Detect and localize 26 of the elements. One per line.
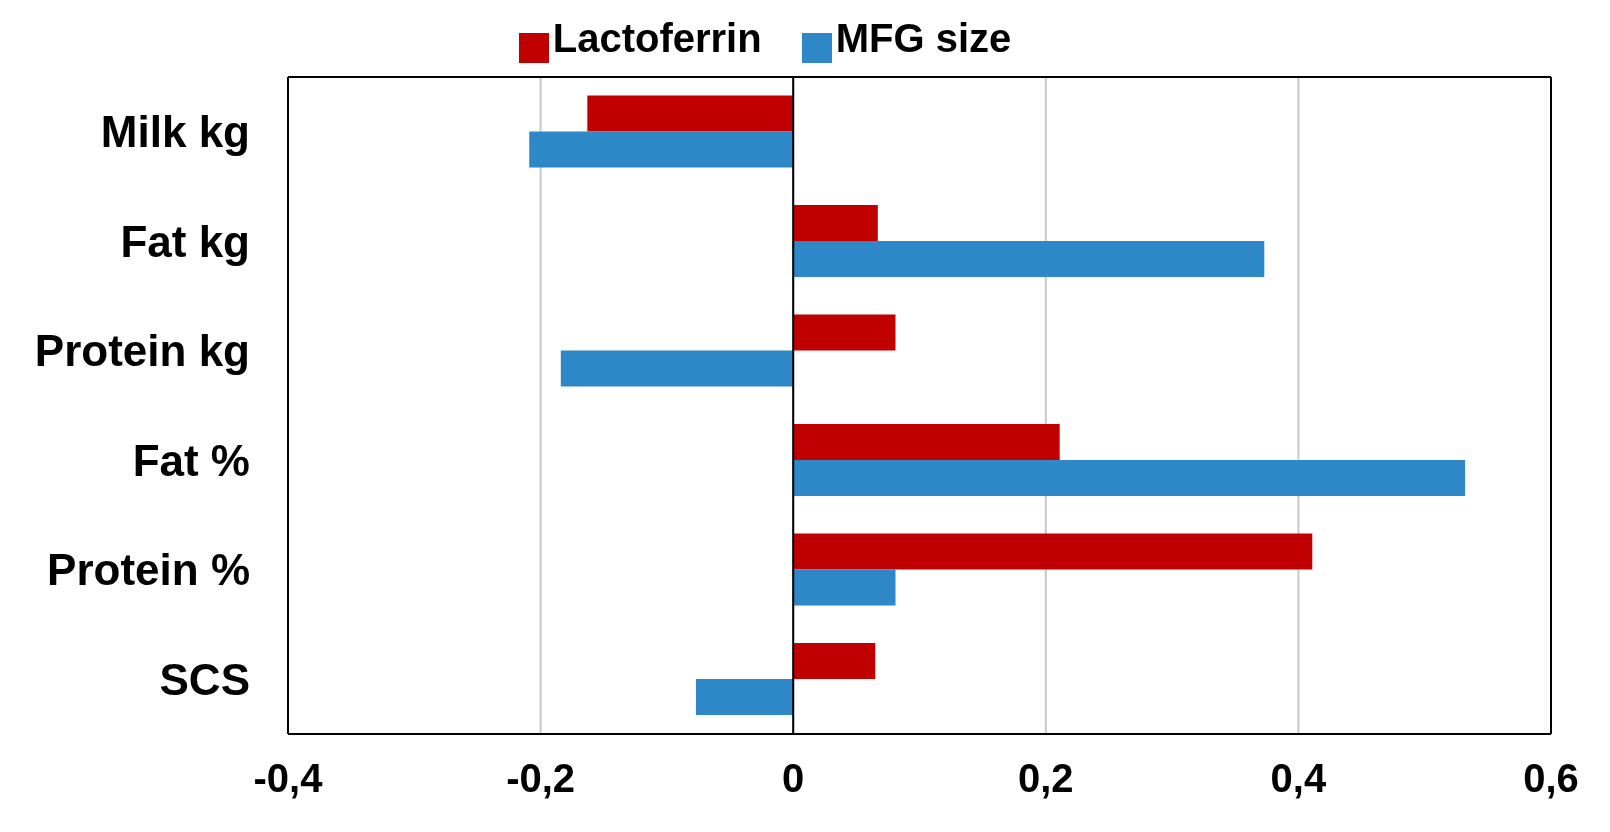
x-tick-label: -0,4 <box>253 756 324 801</box>
y-tick-label: SCS <box>159 654 250 704</box>
bar <box>793 460 1466 497</box>
x-tick-label: 0,4 <box>1270 756 1327 801</box>
bar <box>695 679 794 716</box>
y-tick-label: Fat kg <box>120 216 250 266</box>
bar <box>560 350 794 387</box>
x-tick-label: 0,2 <box>1018 756 1074 801</box>
x-tick-label: 0,6 <box>1523 756 1579 801</box>
bar <box>587 95 794 132</box>
bar <box>529 131 794 168</box>
bar <box>793 241 1265 278</box>
bar <box>793 424 1060 461</box>
y-tick-label: Protein kg <box>34 326 250 376</box>
bar <box>793 569 896 606</box>
bar <box>793 533 1313 570</box>
legend-label: MFG size <box>835 16 1012 60</box>
bar <box>793 205 878 242</box>
y-tick-label: Protein % <box>47 545 250 595</box>
x-tick-label: -0,2 <box>506 756 576 801</box>
legend-label: Lactoferrin <box>552 16 762 60</box>
y-tick-label: Fat % <box>132 435 250 485</box>
bar <box>793 314 896 351</box>
x-tick-label: 0 <box>782 756 805 801</box>
bar <box>793 643 876 680</box>
y-tick-label: Milk kg <box>100 107 250 157</box>
